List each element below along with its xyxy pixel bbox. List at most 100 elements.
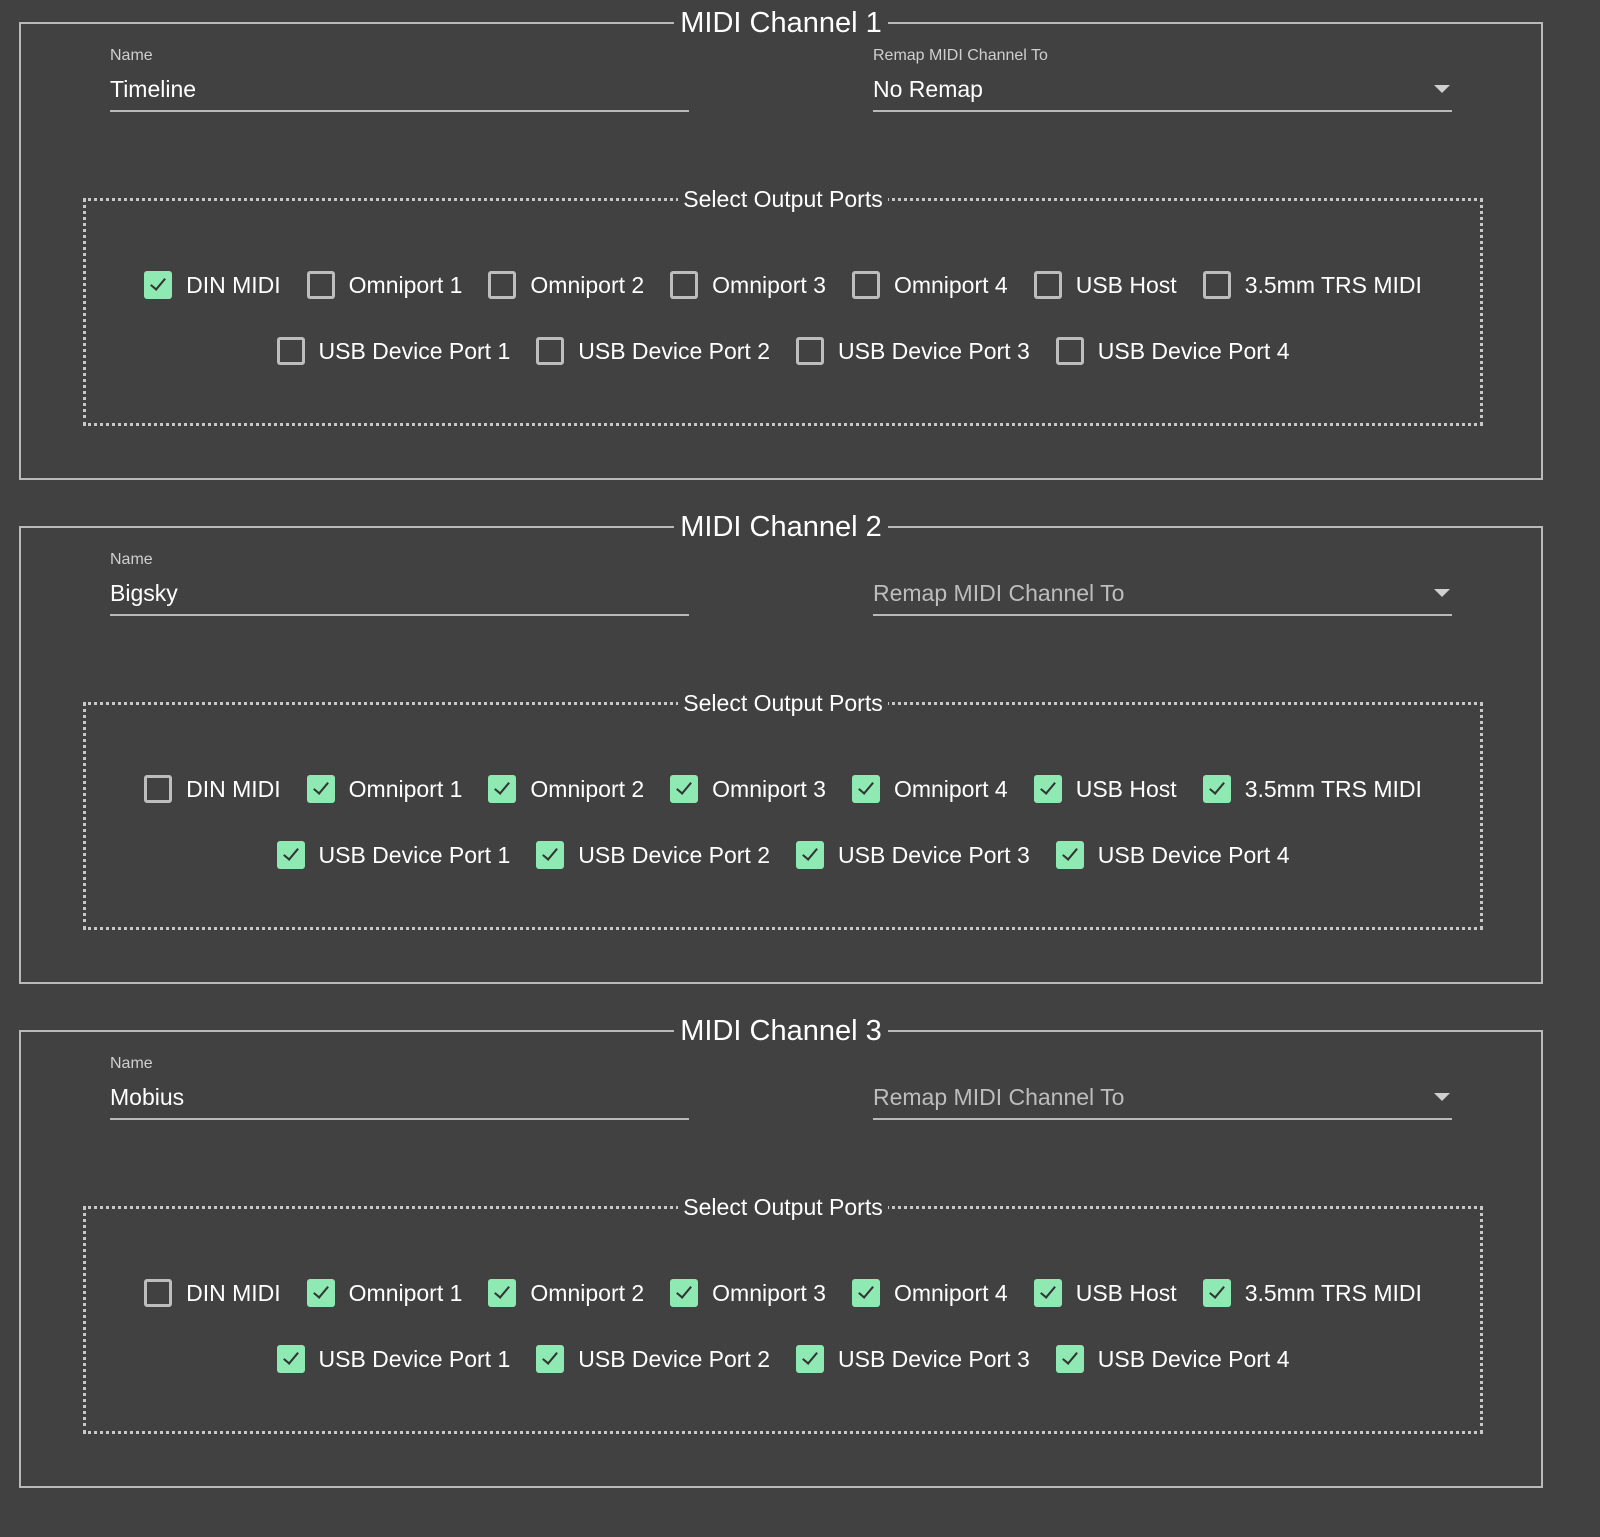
port-checkbox[interactable]: USB Device Port 1	[276, 1345, 511, 1373]
unchecked-checkbox-icon[interactable]	[488, 271, 517, 299]
port-label: USB Host	[1075, 271, 1177, 298]
port-label: Omniport 4	[893, 1279, 1008, 1306]
port-label: Omniport 1	[348, 1279, 463, 1306]
port-checkbox[interactable]: Omniport 3	[670, 271, 826, 299]
unchecked-checkbox-icon[interactable]	[1055, 337, 1084, 365]
port-checkbox[interactable]: DIN MIDI	[144, 271, 281, 299]
checked-checkbox-icon[interactable]	[488, 1279, 517, 1307]
unchecked-checkbox-icon[interactable]	[306, 271, 335, 299]
port-checkbox[interactable]: USB Device Port 4	[1055, 841, 1290, 869]
checked-checkbox-icon[interactable]	[1202, 775, 1231, 803]
port-label: USB Device Port 4	[1097, 337, 1290, 364]
port-label: USB Device Port 1	[318, 1345, 511, 1372]
checked-checkbox-icon[interactable]	[306, 775, 335, 803]
unchecked-checkbox-icon[interactable]	[276, 337, 305, 365]
port-checkbox[interactable]: USB Host	[1033, 1279, 1177, 1307]
port-checkbox[interactable]: Omniport 4	[851, 1279, 1008, 1307]
port-checkbox[interactable]: USB Device Port 4	[1055, 337, 1290, 365]
ports-row: DIN MIDI Omniport 1 Omniport 2 Omniport …	[86, 1279, 1480, 1307]
port-checkbox[interactable]: Omniport 4	[851, 775, 1008, 803]
checked-checkbox-icon[interactable]	[851, 1279, 880, 1307]
port-checkbox[interactable]: USB Device Port 3	[796, 841, 1030, 869]
checked-checkbox-icon[interactable]	[276, 841, 305, 869]
checked-checkbox-icon[interactable]	[276, 1345, 305, 1373]
port-checkbox[interactable]: 3.5mm TRS MIDI	[1202, 1279, 1422, 1307]
port-label: Omniport 3	[712, 775, 826, 802]
checked-checkbox-icon[interactable]	[1202, 1279, 1231, 1307]
name-label: Name	[110, 1055, 153, 1072]
checked-checkbox-icon[interactable]	[1055, 1345, 1084, 1373]
port-label: USB Device Port 4	[1097, 1345, 1290, 1372]
midi-channel-1: MIDI Channel 1 Name Timeline Remap MIDI …	[19, 7, 1543, 480]
port-checkbox[interactable]: Omniport 2	[488, 775, 644, 803]
unchecked-checkbox-icon[interactable]	[670, 271, 699, 299]
chevron-down-icon[interactable]	[1434, 589, 1450, 597]
port-checkbox[interactable]: 3.5mm TRS MIDI	[1202, 775, 1422, 803]
remap-placeholder[interactable]: Remap MIDI Channel To	[873, 1084, 1125, 1110]
checked-checkbox-icon[interactable]	[536, 1345, 565, 1373]
port-label: Omniport 2	[530, 271, 645, 298]
port-checkbox[interactable]: USB Device Port 3	[796, 337, 1030, 365]
checked-checkbox-icon[interactable]	[851, 775, 880, 803]
name-label: Name	[110, 551, 153, 568]
name-label: Name	[110, 47, 153, 64]
chevron-down-icon[interactable]	[1434, 1093, 1450, 1101]
checked-checkbox-icon[interactable]	[144, 271, 173, 299]
port-checkbox[interactable]: 3.5mm TRS MIDI	[1202, 271, 1422, 299]
checked-checkbox-icon[interactable]	[1033, 1279, 1062, 1307]
port-checkbox[interactable]: USB Device Port 2	[536, 337, 770, 365]
port-label: USB Device Port 3	[838, 841, 1030, 868]
unchecked-checkbox-icon[interactable]	[144, 775, 173, 803]
port-checkbox[interactable]: USB Device Port 2	[536, 841, 770, 869]
port-checkbox[interactable]: USB Device Port 4	[1055, 1345, 1290, 1373]
remap-placeholder[interactable]: Remap MIDI Channel To	[873, 580, 1125, 606]
port-checkbox[interactable]: Omniport 3	[670, 775, 826, 803]
port-checkbox[interactable]: Omniport 2	[488, 1279, 644, 1307]
unchecked-checkbox-icon[interactable]	[1202, 271, 1231, 299]
port-checkbox[interactable]: USB Device Port 2	[536, 1345, 770, 1373]
checked-checkbox-icon[interactable]	[488, 775, 517, 803]
unchecked-checkbox-icon[interactable]	[851, 271, 880, 299]
port-checkbox[interactable]: USB Device Port 1	[276, 841, 510, 869]
name-input[interactable]: Mobius	[110, 1084, 185, 1110]
ports-row: USB Device Port 1 USB Device Port 2 USB …	[86, 337, 1480, 365]
output-ports-group: Select Output Ports DIN MIDI Omniport 1 …	[83, 690, 1483, 930]
remap-underline	[873, 614, 1452, 616]
name-input[interactable]: Timeline	[110, 76, 197, 102]
checked-checkbox-icon[interactable]	[670, 1279, 699, 1307]
port-checkbox[interactable]: Omniport 1	[306, 1279, 463, 1307]
name-input[interactable]: Bigsky	[110, 580, 178, 606]
port-checkbox[interactable]: Omniport 1	[306, 271, 462, 299]
channel-title: MIDI Channel 1	[674, 7, 888, 39]
port-checkbox[interactable]: USB Host	[1033, 271, 1177, 299]
port-label: DIN MIDI	[186, 1279, 281, 1306]
port-checkbox[interactable]: USB Host	[1033, 775, 1177, 803]
name-underline	[110, 110, 689, 112]
unchecked-checkbox-icon[interactable]	[536, 337, 565, 365]
unchecked-checkbox-icon[interactable]	[144, 1279, 173, 1307]
port-checkbox[interactable]: DIN MIDI	[144, 775, 281, 803]
checked-checkbox-icon[interactable]	[796, 841, 824, 869]
checked-checkbox-icon[interactable]	[1033, 775, 1062, 803]
port-checkbox[interactable]: Omniport 1	[306, 775, 462, 803]
port-checkbox[interactable]: Omniport 3	[670, 1279, 826, 1307]
checked-checkbox-icon[interactable]	[536, 841, 565, 869]
chevron-down-icon[interactable]	[1434, 85, 1450, 93]
unchecked-checkbox-icon[interactable]	[1033, 271, 1062, 299]
port-checkbox[interactable]: USB Device Port 3	[796, 1345, 1030, 1373]
midi-channel-3: MIDI Channel 3 Name Mobius Remap MIDI Ch…	[19, 1015, 1543, 1488]
ports-legend: Select Output Ports	[678, 690, 888, 716]
unchecked-checkbox-icon[interactable]	[796, 337, 824, 365]
checked-checkbox-icon[interactable]	[1055, 841, 1084, 869]
port-label: Omniport 4	[893, 775, 1008, 802]
checked-checkbox-icon[interactable]	[796, 1345, 824, 1373]
port-checkbox[interactable]: Omniport 4	[851, 271, 1008, 299]
port-label: Omniport 2	[530, 775, 645, 802]
port-checkbox[interactable]: DIN MIDI	[144, 1279, 281, 1307]
port-label: USB Device Port 2	[578, 1345, 770, 1372]
port-checkbox[interactable]: Omniport 2	[488, 271, 644, 299]
remap-value[interactable]: No Remap	[873, 76, 983, 102]
checked-checkbox-icon[interactable]	[306, 1279, 335, 1307]
port-checkbox[interactable]: USB Device Port 1	[276, 337, 510, 365]
checked-checkbox-icon[interactable]	[670, 775, 699, 803]
